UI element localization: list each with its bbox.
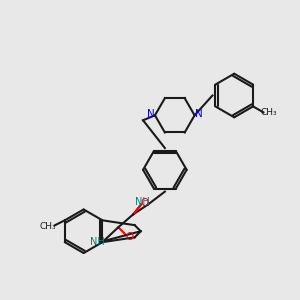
Text: O: O: [125, 232, 133, 242]
Text: CH₃: CH₃: [260, 108, 277, 117]
Text: CH₃: CH₃: [40, 222, 56, 231]
Text: NH: NH: [135, 196, 150, 206]
Text: O: O: [140, 197, 148, 208]
Text: N: N: [147, 109, 155, 119]
Text: N: N: [195, 109, 203, 119]
Text: NH: NH: [90, 237, 104, 247]
